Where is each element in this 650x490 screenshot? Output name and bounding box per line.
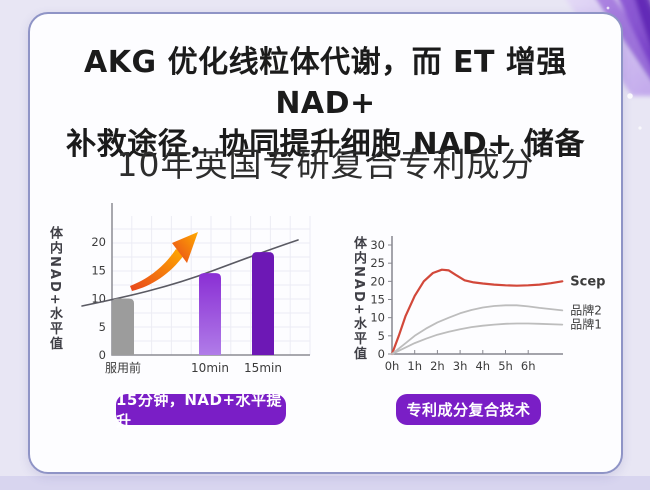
svg-text:15min: 15min bbox=[244, 361, 282, 375]
headline-line-1: AKG 优化线粒体代谢，而 ET 增强 NAD+ bbox=[84, 45, 567, 121]
svg-text:2h: 2h bbox=[430, 359, 445, 373]
axes bbox=[391, 236, 563, 355]
svg-text:20: 20 bbox=[91, 235, 106, 249]
svg-text:0: 0 bbox=[378, 347, 385, 361]
svg-text:5h: 5h bbox=[498, 359, 513, 373]
svg-text:6h: 6h bbox=[521, 359, 536, 373]
left-chart-y-axis-label: 体内NAD+水平值 bbox=[47, 226, 62, 352]
content-card: AKG 优化线粒体代谢，而 ET 增强 NAD+ 补救途径，协同提升细胞 NAD… bbox=[28, 12, 623, 474]
upward-trend-curve bbox=[81, 239, 299, 307]
svg-text:服用前: 服用前 bbox=[105, 360, 141, 375]
badge-15min-nad-boost: 15分钟，NAD+水平提升 bbox=[116, 391, 286, 430]
series-lines bbox=[390, 268, 564, 356]
svg-text:10min: 10min bbox=[191, 361, 229, 375]
svg-text:0: 0 bbox=[99, 348, 106, 362]
svg-text:1h: 1h bbox=[407, 359, 422, 373]
svg-text:15: 15 bbox=[91, 263, 106, 277]
bottom-shadow-strip bbox=[0, 476, 650, 490]
svg-text:15: 15 bbox=[370, 293, 385, 307]
right-chart-y-axis-label: 体内NAD+水平值 bbox=[351, 236, 366, 362]
svg-text:5: 5 bbox=[99, 320, 106, 334]
bar-15min bbox=[252, 252, 274, 355]
x-axis-labels: 服用前 10min 15min bbox=[105, 360, 282, 375]
streak-edge bbox=[635, 0, 650, 46]
x-axis-ticks: 0h 1h 2h 3h 4h 5h 6h bbox=[385, 350, 536, 373]
bar-10min bbox=[199, 273, 221, 355]
svg-text:25: 25 bbox=[370, 256, 385, 270]
svg-text:3h: 3h bbox=[453, 359, 468, 373]
bar-服用前 bbox=[112, 298, 134, 355]
svg-text:20: 20 bbox=[370, 274, 385, 288]
legend-品牌1: 品牌1 bbox=[570, 318, 602, 332]
svg-text:5: 5 bbox=[378, 329, 385, 343]
svg-text:0h: 0h bbox=[385, 359, 400, 373]
svg-text:10: 10 bbox=[370, 311, 385, 325]
line-Scep bbox=[390, 268, 564, 356]
svg-text:30: 30 bbox=[370, 238, 385, 252]
bars bbox=[112, 252, 274, 355]
rise-arrow-icon bbox=[130, 232, 198, 291]
svg-text:4h: 4h bbox=[475, 359, 490, 373]
legend-Scep: Scep bbox=[570, 274, 605, 289]
badge-patent-compound-tech: 专利成分复合技术 bbox=[396, 394, 541, 425]
line-品牌1 bbox=[391, 322, 564, 355]
line-品牌2 bbox=[391, 304, 564, 355]
headline-line-2: 补救途径，协同提升细胞 NAD+ 储备 bbox=[66, 127, 585, 162]
legend-品牌2: 品牌2 bbox=[570, 303, 602, 317]
y-axis-ticks: 0 5 10 15 20 25 30 bbox=[370, 238, 392, 361]
subtitle: 10年英国专研复合专利成分 bbox=[116, 145, 535, 184]
headline: AKG 优化线粒体代谢，而 ET 增强 NAD+ 补救途径，协同提升细胞 NAD… bbox=[30, 42, 621, 165]
